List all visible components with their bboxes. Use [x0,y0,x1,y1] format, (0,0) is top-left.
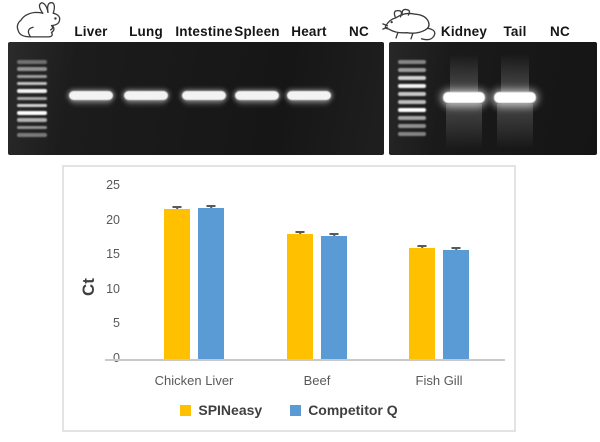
lane-label-nc: NC [349,24,369,39]
gel-image-rabbit-tissues [8,42,384,155]
category-label-beef: Beef [303,373,331,388]
ladder-rung [17,125,47,130]
gel-image-rat-tissues [389,42,597,155]
ladder-rung [398,76,426,80]
gel-smear [497,104,533,149]
legend-label-competitor-q: Competitor Q [308,402,398,418]
error-bar-cap [417,245,427,248]
legend-swatch-spineasy [180,404,192,416]
lane-label-lung: Lung [129,24,163,39]
ladder-rung [17,133,47,137]
ladder-rung [398,60,426,64]
ladder-rung [398,100,426,104]
ladder-rung [17,111,47,115]
legend-swatch-competitor-q [290,404,302,416]
error-bar [421,246,423,249]
rat-icon [382,8,436,41]
bar-spineasy-beef [287,234,313,359]
error-bar-cap [295,231,305,234]
error-bar-cap [329,232,339,235]
error-bar [299,232,301,235]
ladder-rung [398,124,426,128]
gel-band-kidney [443,92,485,103]
ladder-rung [398,68,426,72]
category-label-fish-gill: Fish Gill [415,373,463,388]
ytick-20: 20 [106,212,120,227]
gel-band-heart [287,91,331,100]
error-bar-cap [172,205,182,208]
gel-band-spleen [235,91,279,100]
gel-smear [446,104,482,149]
ladder-rung [17,74,47,79]
category-label-chicken-liver: Chicken Liver [154,373,234,388]
bar-spineasy-chicken-liver [164,208,190,359]
legend-item-competitor-q: Competitor Q [290,402,398,418]
lane-label-nc: NC [550,24,570,39]
ladder-rung [17,60,47,64]
lane-label-tail: Tail [503,24,527,39]
x-axis-line [105,359,505,361]
ytick-15: 15 [106,247,120,262]
lane-label-kidney: Kidney [440,24,488,39]
bar-competitor-q-fish-gill [443,250,469,359]
error-bar [176,206,178,209]
error-bar [333,233,335,236]
error-bar-cap [451,247,461,250]
bar-competitor-q-beef [321,235,347,359]
gel-smear [450,54,478,92]
ladder-rung [17,103,47,108]
lane-label-heart: Heart [291,24,327,39]
ladder-rung [398,92,426,96]
error-bar [455,248,457,251]
legend-label-spineasy: SPINeasy [198,402,263,418]
ladder-rung [398,116,426,120]
ladder-rung [398,108,426,112]
ytick-5: 5 [113,316,120,331]
rabbit-icon [16,2,61,38]
gel-band-lung [124,91,168,100]
bar-spineasy-fish-gill [409,248,435,359]
gel-band-intestine [182,91,226,100]
lane-label-intestine: Intestine [175,24,233,39]
ladder-rung [398,84,426,88]
error-bar-cap [206,205,216,208]
ladder-rung [17,89,47,93]
lane-label-spleen: Spleen [234,24,280,39]
ladder-rung [398,132,426,136]
chart-legend: SPINeasy Competitor Q [64,402,514,418]
ct-bar-chart-panel: Ct 0 5 10 15 20 25 Chicken Liver Beef Fish Gill … [62,165,516,432]
ytick-25: 25 [106,178,120,192]
bar-competitor-q-chicken-liver [198,208,224,359]
gel-band-liver [69,91,113,100]
gel-band-tail [494,92,536,103]
lane-label-liver: Liver [74,24,108,39]
ladder-rung [17,67,47,71]
gel-smear [501,54,529,92]
error-bar [210,206,212,209]
legend-item-spineasy: SPINeasy [180,402,262,418]
ladder-rung [17,118,47,122]
ladder-rung [17,96,47,100]
ladder-rung [17,81,47,86]
ytick-10: 10 [106,281,120,296]
ytick-0: 0 [113,351,120,365]
